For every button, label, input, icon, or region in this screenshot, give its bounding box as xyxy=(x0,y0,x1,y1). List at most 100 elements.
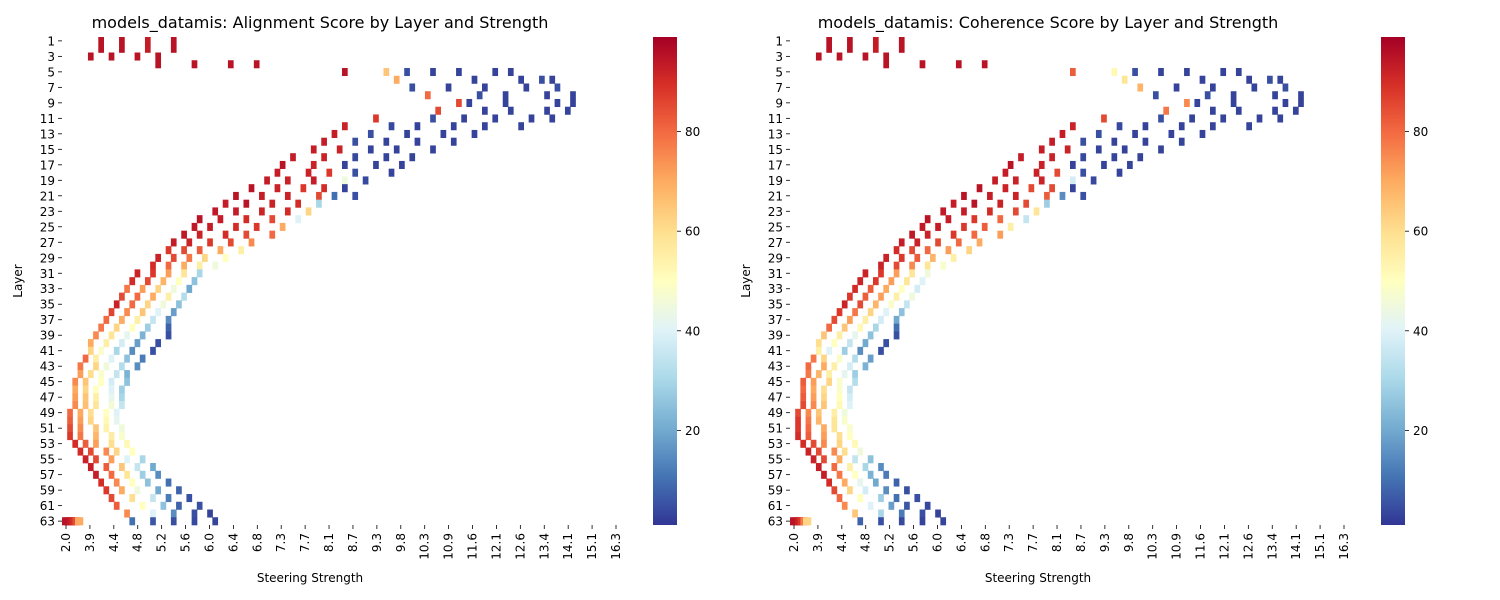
heatmap-cell xyxy=(72,401,79,410)
heatmap-cell xyxy=(810,385,817,394)
heatmap-cell xyxy=(841,408,848,417)
heatmap-cell xyxy=(108,52,115,61)
heatmap-cell xyxy=(217,246,224,255)
heatmap-cell xyxy=(1080,191,1087,200)
heatmap-cell xyxy=(955,60,962,69)
heatmap-cell xyxy=(279,222,286,231)
heatmap-cell xyxy=(404,67,410,77)
heatmap-cell xyxy=(883,470,890,479)
heatmap-cell xyxy=(383,153,390,162)
heatmap-cell xyxy=(155,52,162,61)
heatmap-cell xyxy=(810,354,817,363)
x-tick-label: 6.0 xyxy=(930,533,944,552)
heatmap-cell xyxy=(207,238,213,247)
heatmap-cell xyxy=(393,145,400,154)
heatmap-cell xyxy=(831,315,838,324)
heatmap-cell xyxy=(150,269,156,278)
x-tick-label: 14.1 xyxy=(1289,533,1303,560)
heatmap-cell xyxy=(119,463,125,472)
heatmap-cell xyxy=(336,145,343,154)
y-tick-label: 21 xyxy=(40,189,55,203)
heatmap-cell xyxy=(1044,199,1050,208)
heatmap-cell xyxy=(878,315,884,324)
heatmap-cell xyxy=(841,323,848,332)
heatmap-cell xyxy=(852,455,858,464)
heatmap-cell xyxy=(1246,122,1252,131)
y-tick-label: 21 xyxy=(768,189,783,203)
heatmap-cell xyxy=(139,501,146,510)
heatmap-cell xyxy=(108,331,115,340)
heatmap-cell xyxy=(1210,83,1216,92)
y-tick-label: 31 xyxy=(768,267,783,281)
heatmap-cell xyxy=(176,486,182,495)
heatmap-cell xyxy=(800,439,807,448)
heatmap-cell xyxy=(940,207,947,216)
heatmap-cell xyxy=(119,37,125,46)
heatmap-cell xyxy=(898,284,905,293)
heatmap-cell xyxy=(176,501,182,510)
heatmap-cell xyxy=(826,377,832,386)
heatmap-cell xyxy=(430,67,436,77)
y-tick-label: 3 xyxy=(47,50,55,64)
heatmap-cell xyxy=(893,315,900,324)
y-tick-label: 15 xyxy=(768,143,783,157)
heatmap-cell xyxy=(821,455,827,464)
heatmap-cell xyxy=(1080,153,1087,162)
heatmap-cell xyxy=(898,238,905,247)
heatmap-cell xyxy=(1038,160,1045,169)
heatmap-cell xyxy=(482,106,488,115)
heatmap-cell xyxy=(165,494,172,503)
heatmap-cell xyxy=(87,416,94,425)
heatmap-cell xyxy=(841,501,848,510)
heatmap-cell xyxy=(831,416,838,425)
x-axis: 2.0 3.9 4.4 4.8 5.2 5.6 6.0 6.4 6.8 7.3 7.7 8.1 8.7 9… xyxy=(787,525,1351,585)
x-tick-label: 6.0 xyxy=(202,533,216,552)
heatmap-cell xyxy=(119,362,125,371)
heatmap-cell xyxy=(872,300,879,309)
heatmap-cell xyxy=(108,393,115,402)
heatmap-cell xyxy=(935,509,941,518)
colorbar-tick-label: 60 xyxy=(685,225,700,239)
heatmap-cell xyxy=(815,52,822,61)
y-tick-label: 63 xyxy=(40,515,55,529)
heatmap-cell xyxy=(570,98,576,108)
heatmap-cell xyxy=(144,44,151,53)
heatmap-cell xyxy=(1298,91,1304,100)
heatmap-cell xyxy=(554,83,561,92)
heatmap-cell xyxy=(857,300,864,309)
heatmap-cell xyxy=(233,191,239,200)
heatmap-cell xyxy=(1235,106,1242,115)
heatmap-cell xyxy=(113,478,120,487)
y-tick-label: 27 xyxy=(40,236,55,250)
heatmap-cell xyxy=(207,222,213,231)
heatmap-cell xyxy=(841,370,848,379)
heatmap-cell xyxy=(305,168,312,177)
heatmap-cell xyxy=(966,246,972,255)
heatmap-cell xyxy=(821,470,827,479)
heatmap-cell xyxy=(831,447,838,456)
coherence-heatmap-panel: models_datamis: Coherence Score by Layer… xyxy=(739,13,1428,585)
heatmap-cell xyxy=(196,246,203,255)
heatmap-cell xyxy=(103,447,110,456)
heatmap-cell xyxy=(170,253,177,262)
heatmap-cell xyxy=(352,168,359,177)
heatmap-cell xyxy=(1023,215,1030,224)
heatmap-cell xyxy=(222,199,229,208)
y-axis-label: Layer xyxy=(739,264,753,298)
heatmap-cell xyxy=(1158,67,1164,77)
heatmap-cell xyxy=(805,362,812,371)
heatmap-cell xyxy=(155,486,162,495)
heatmap-cell xyxy=(805,424,812,433)
heatmap-cell xyxy=(898,37,905,46)
heatmap-cell xyxy=(904,501,910,510)
heatmap-cell xyxy=(134,292,141,301)
y-tick-label: 53 xyxy=(40,437,55,451)
heatmap-cell xyxy=(1121,75,1128,84)
heatmap-cell xyxy=(883,486,890,495)
heatmap-cell xyxy=(139,331,146,340)
heatmap-cell xyxy=(862,315,869,324)
y-tick-label: 5 xyxy=(47,65,55,79)
heatmap-cell xyxy=(77,424,84,433)
heatmap-cell xyxy=(103,315,110,324)
colorbar-tick-label: 40 xyxy=(1413,324,1428,338)
